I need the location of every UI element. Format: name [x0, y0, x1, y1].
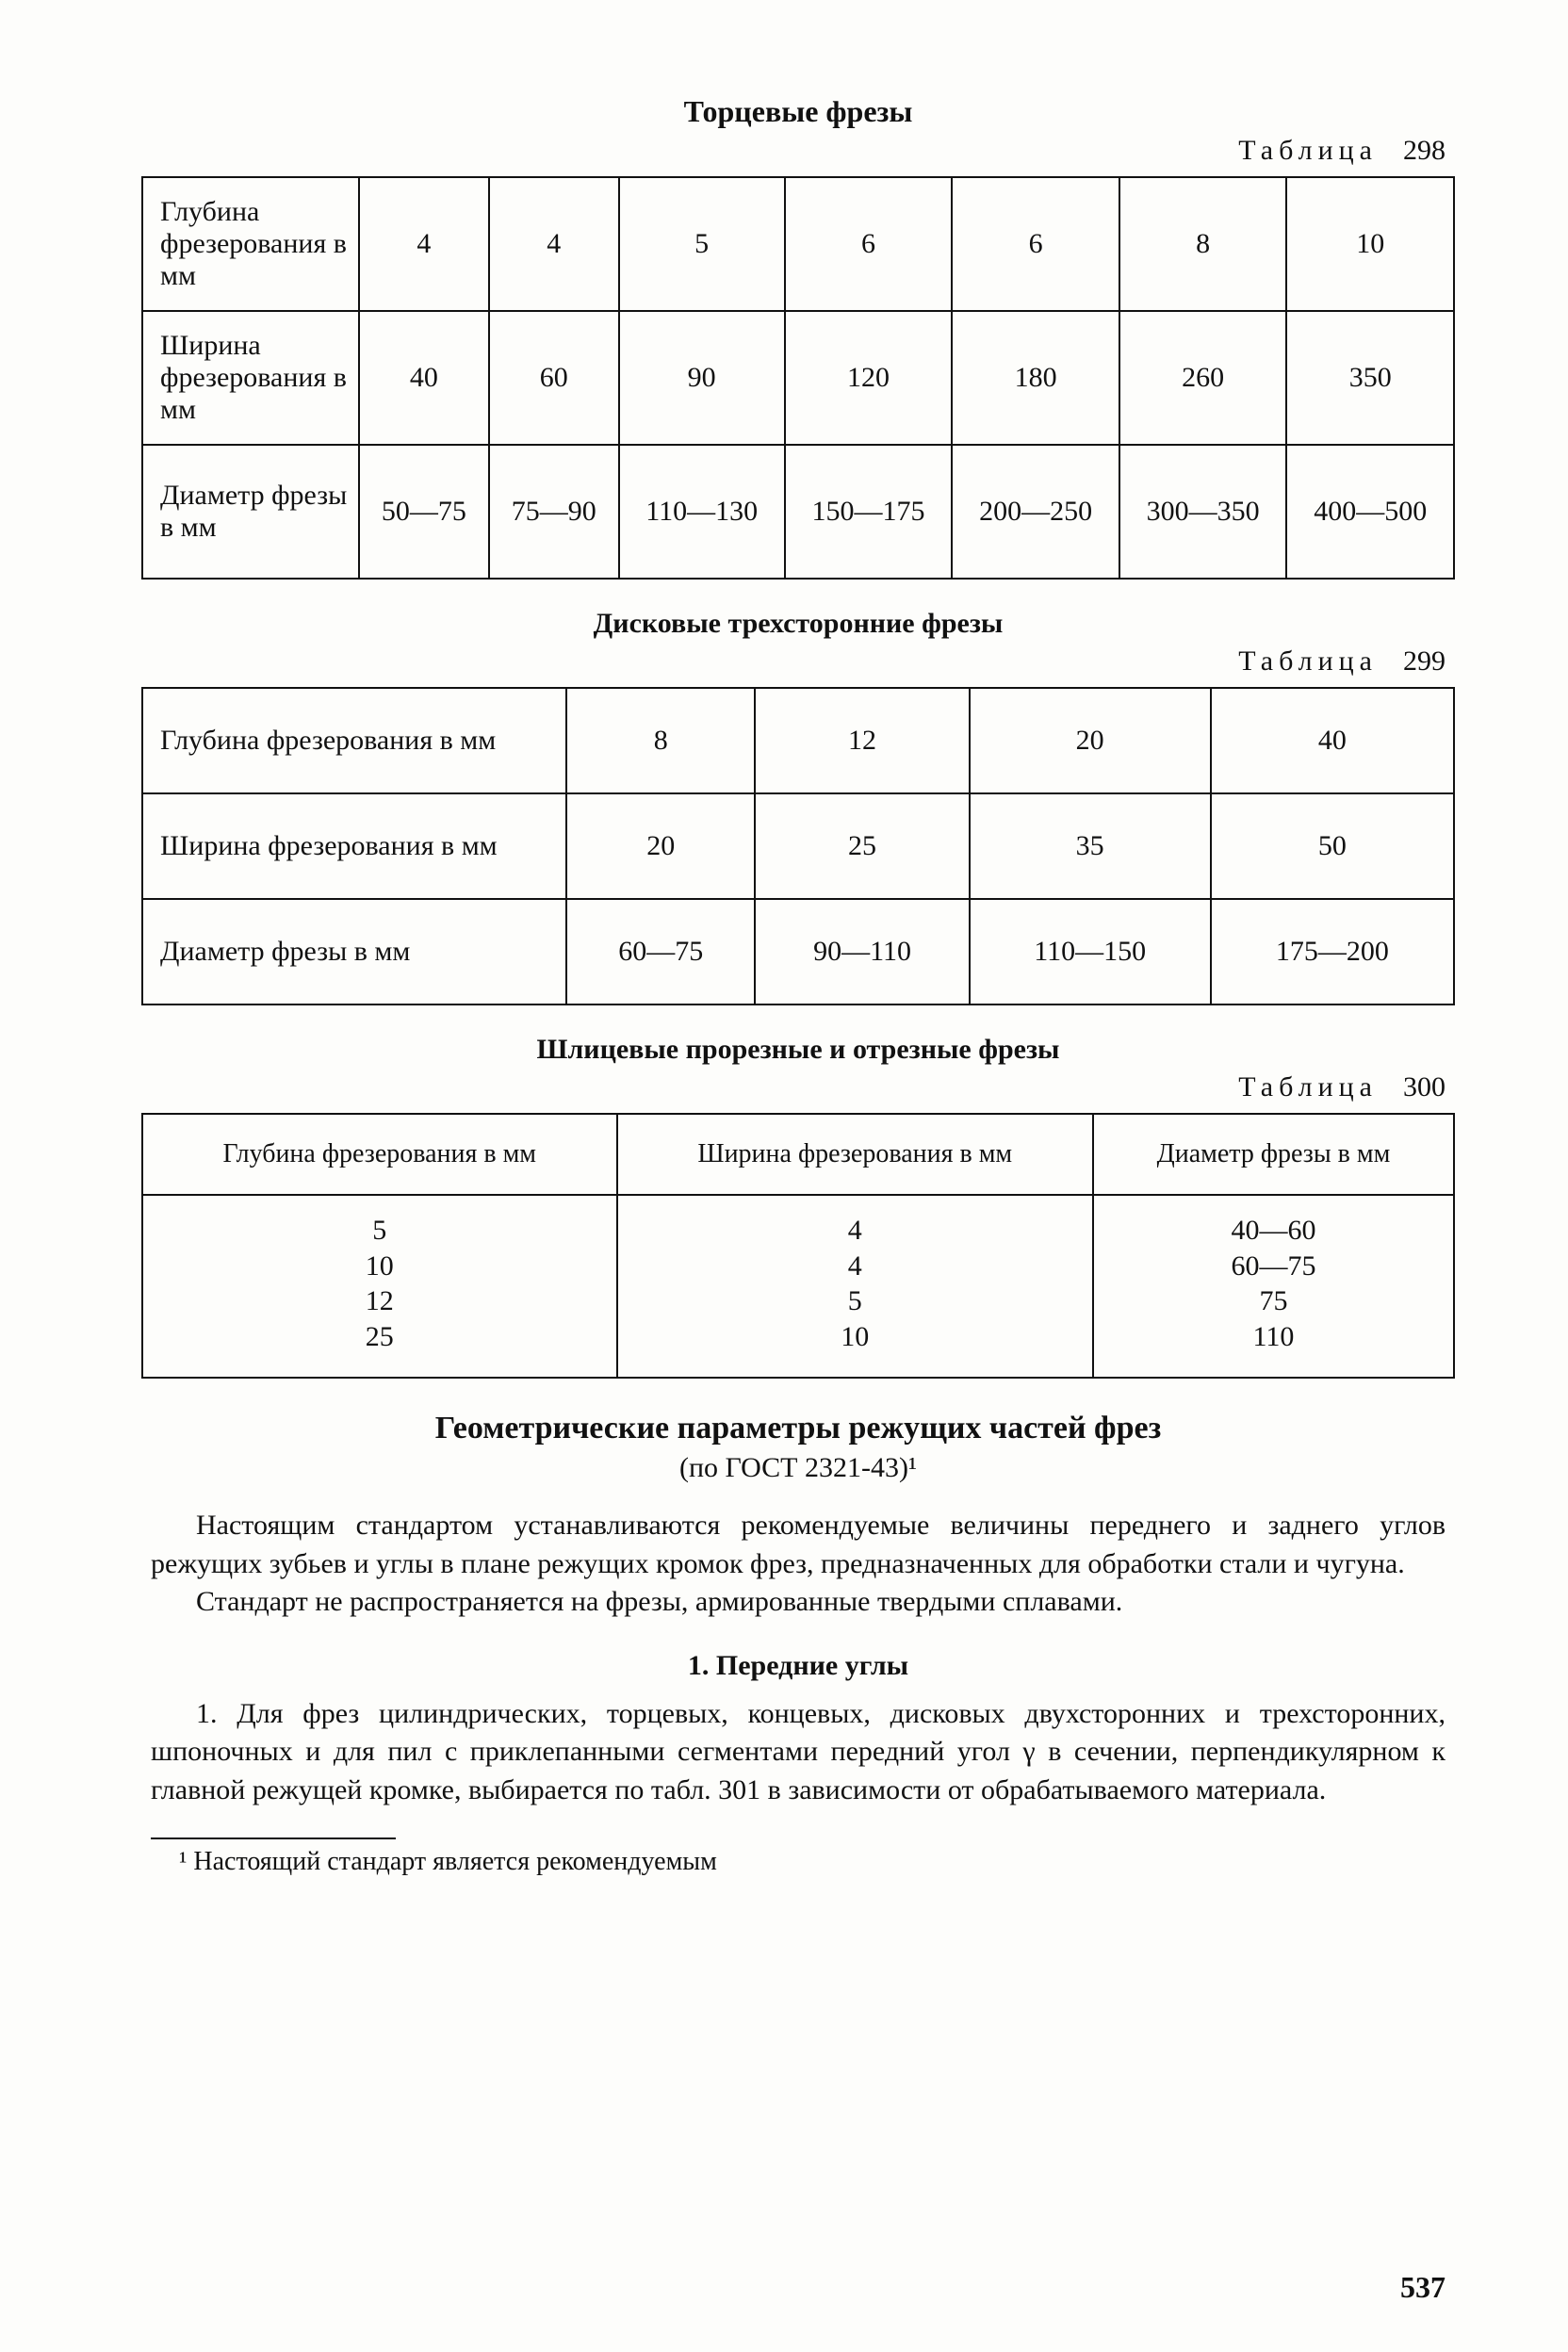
val: 12	[147, 1283, 612, 1319]
cell: 200—250	[952, 445, 1119, 579]
table-word: Таблица	[1238, 645, 1378, 677]
cell: 10	[1286, 177, 1454, 311]
cell: 4	[359, 177, 489, 311]
row-label-depth: Глубина фрезерова­ния в мм	[142, 177, 359, 311]
table-298: Глубина фрезерова­ния в мм 4 4 5 6 6 8 1…	[141, 176, 1455, 580]
cell: 110—150	[970, 899, 1211, 1004]
val: 40—60	[1098, 1213, 1449, 1249]
col-header-diam: Диаметр фрезы в мм	[1093, 1114, 1454, 1195]
table298-label: Таблица 298	[141, 135, 1446, 167]
cell: 350	[1286, 311, 1454, 445]
cell: 110—130	[619, 445, 785, 579]
cell: 300—350	[1119, 445, 1287, 579]
val: 10	[622, 1319, 1088, 1355]
table-row: Диаметр фрезы в мм 60—75 90—110 110—150 …	[142, 899, 1454, 1004]
cell: 90	[619, 311, 785, 445]
val: 4	[622, 1249, 1088, 1284]
cell-width: 4 4 5 10	[617, 1195, 1093, 1378]
val: 10	[147, 1249, 612, 1284]
cell: 175—200	[1211, 899, 1454, 1004]
row-label-diam: Диаметр фрезы в мм	[142, 445, 359, 579]
table-word: Таблица	[1238, 1071, 1378, 1102]
table300-number: 300	[1403, 1071, 1446, 1102]
cell: 20	[566, 793, 755, 899]
cell: 35	[970, 793, 1211, 899]
section3-title: Шлицевые прорезные и отрезные фрезы	[141, 1034, 1455, 1066]
row-label-width: Ширина фрезерова­ния в мм	[142, 311, 359, 445]
val: 60—75	[1098, 1249, 1449, 1284]
val: 75	[1098, 1283, 1449, 1319]
para-2: Стандарт не распространяется на фрезы, а…	[151, 1583, 1446, 1622]
cell: 150—175	[785, 445, 953, 579]
row-label-diam: Диаметр фрезы в мм	[142, 899, 566, 1004]
geom-heading: Геометрические параметры режущих частей …	[141, 1411, 1455, 1446]
row-label-depth: Глубина фрезерования в мм	[142, 688, 566, 793]
table-row: Ширина фрезерования в мм 20 25 35 50	[142, 793, 1454, 899]
cell: 5	[619, 177, 785, 311]
table298-number: 298	[1403, 135, 1446, 166]
table299-label: Таблица 299	[141, 645, 1446, 678]
para-1: Настоящим стандартом устанавливаются рек…	[151, 1507, 1446, 1583]
cell: 50—75	[359, 445, 489, 579]
section2-title: Дисковые трехсторонние фрезы	[141, 608, 1455, 640]
cell-diam: 40—60 60—75 75 110	[1093, 1195, 1454, 1378]
cell: 260	[1119, 311, 1287, 445]
cell: 6	[952, 177, 1119, 311]
cell: 20	[970, 688, 1211, 793]
footnote: ¹ Настоящий стандарт является рекомендуе…	[151, 1847, 1455, 1877]
val: 5	[147, 1213, 612, 1249]
cell: 40	[359, 311, 489, 445]
cell: 400—500	[1286, 445, 1454, 579]
cell: 75—90	[489, 445, 619, 579]
cell: 6	[785, 177, 953, 311]
val: 5	[622, 1283, 1088, 1319]
cell: 8	[566, 688, 755, 793]
cell: 60—75	[566, 899, 755, 1004]
page: Торцевые фрезы Таблица 298 Глубина фрезе…	[0, 0, 1568, 2352]
table-300: Глубина фрезерования в мм Ширина фрезеро…	[141, 1113, 1455, 1379]
table-header-row: Глубина фрезерования в мм Ширина фрезеро…	[142, 1114, 1454, 1195]
row-label-width: Ширина фрезерования в мм	[142, 793, 566, 899]
sub1-body: 1. Для фрез цилиндрических, торцевых, ко…	[151, 1695, 1446, 1810]
sub1-title: 1. Передние углы	[141, 1650, 1455, 1682]
cell: 40	[1211, 688, 1454, 793]
geom-subheading: (по ГОСТ 2321-43)¹	[141, 1452, 1455, 1484]
col-header-depth: Глубина фрезерования в мм	[142, 1114, 617, 1195]
table-row: Диаметр фрезы в мм 50—75 75—90 110—130 1…	[142, 445, 1454, 579]
cell: 4	[489, 177, 619, 311]
cell-depth: 5 10 12 25	[142, 1195, 617, 1378]
footnote-rule	[151, 1838, 396, 1839]
table-word: Таблица	[1238, 135, 1378, 166]
cell: 120	[785, 311, 953, 445]
cell: 25	[755, 793, 969, 899]
table300-label: Таблица 300	[141, 1071, 1446, 1103]
val: 25	[147, 1319, 612, 1355]
page-number: 537	[1400, 2270, 1446, 2305]
cell: 50	[1211, 793, 1454, 899]
cell: 90—110	[755, 899, 969, 1004]
table-row: Глубина фрезерования в мм 8 12 20 40	[142, 688, 1454, 793]
table-row: 5 10 12 25 4 4 5 10 40—60 60—75 75 110	[142, 1195, 1454, 1378]
col-header-width: Ширина фрезерования в мм	[617, 1114, 1093, 1195]
val: 4	[622, 1213, 1088, 1249]
table-row: Ширина фрезерова­ния в мм 40 60 90 120 1…	[142, 311, 1454, 445]
cell: 12	[755, 688, 969, 793]
cell: 60	[489, 311, 619, 445]
table299-number: 299	[1403, 645, 1446, 677]
cell: 8	[1119, 177, 1287, 311]
table-row: Глубина фрезерова­ния в мм 4 4 5 6 6 8 1…	[142, 177, 1454, 311]
table-299: Глубина фрезерования в мм 8 12 20 40 Шир…	[141, 687, 1455, 1005]
cell: 180	[952, 311, 1119, 445]
val: 110	[1098, 1319, 1449, 1355]
section1-title: Торцевые фрезы	[141, 94, 1455, 129]
